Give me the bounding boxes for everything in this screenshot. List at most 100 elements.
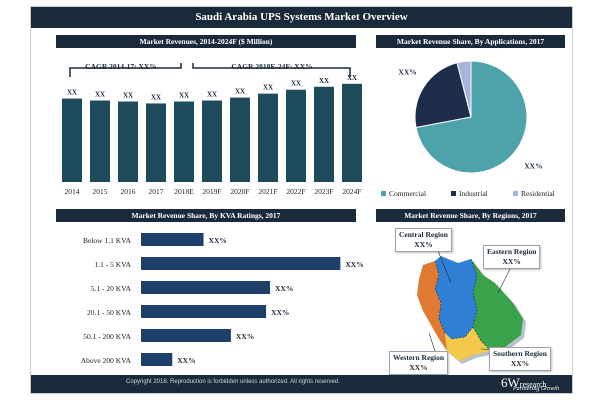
revenue-bar <box>174 101 194 182</box>
revenue-bar <box>286 89 306 182</box>
central-region-name: Central Region <box>399 230 448 239</box>
cagr-left-bracket <box>69 63 182 77</box>
revenue-bar-value: XX <box>291 80 301 88</box>
regions-panel-header: Market Revenue Share, By Regions, 2017 <box>376 209 565 222</box>
revenue-bar <box>258 93 278 182</box>
revenue-bar-value: XX <box>95 91 105 99</box>
logo-mark: 6W <box>501 375 520 390</box>
kva-bar <box>141 329 231 342</box>
logo: 6Wresearch <box>501 376 546 391</box>
kva-bar <box>141 257 341 270</box>
kva-bar-value: XX% <box>177 356 195 365</box>
central-region-value: XX% <box>414 240 433 249</box>
revenue-bar-value: XX <box>67 89 77 97</box>
logo-research: research <box>519 380 547 389</box>
western-region-value: XX% <box>409 363 428 372</box>
revenue-bar <box>90 100 110 182</box>
cagr-right-label: CAGR 2018E-24F: XX% <box>231 62 312 71</box>
legend-label-commercial: Commercial <box>389 189 426 198</box>
applications-panel-header: Market Revenue Share, By Applications, 2… <box>376 35 565 48</box>
applications-pie-chart: XX%XX%XX% CommercialIndustrialResidentia… <box>381 60 555 198</box>
western-region-shape <box>417 261 447 351</box>
pie-data-label: XX% <box>524 161 542 170</box>
revenue-bar-value: XX <box>151 93 161 101</box>
revenue-bar-value: XX <box>319 77 329 85</box>
page-title: Saudi Arabia UPS Systems Market Overview <box>31 7 572 28</box>
kva-bar <box>141 233 204 246</box>
eastern-region-name: Eastern Region <box>487 247 537 256</box>
revenue-bar-value: XX <box>263 84 273 92</box>
kva-category-label: 1.1 - 5 KVA <box>94 260 131 269</box>
kva-category-label: Above 200 KVA <box>81 356 132 365</box>
revenue-bar <box>202 100 222 182</box>
eastern-region-value: XX% <box>502 257 521 266</box>
revenue-year-label: 2018E <box>174 187 194 196</box>
revenue-bar-chart: CAGR 2014-17: XX% CAGR 2018E-24F: XX% XX… <box>62 62 362 196</box>
southern-region-shape <box>445 327 491 361</box>
legend-swatch-commercial <box>381 191 386 196</box>
legend-swatch-residential <box>513 191 518 196</box>
kva-category-label: 5.1 - 20 KVA <box>91 284 132 293</box>
revenue-year-label: 2021F <box>258 187 277 196</box>
cagr-right-bracket <box>192 63 351 77</box>
western-region-name: Western Region <box>393 353 445 362</box>
kva-category-label: 20.1 - 50 KVA <box>87 308 132 317</box>
revenue-bar <box>314 86 334 182</box>
revenue-bar <box>342 83 362 182</box>
eastern-region-shape <box>471 259 523 351</box>
footer-bar: Copyright 2018. Reproduction is forbidde… <box>31 375 572 393</box>
southern-region-name: Southern Region <box>493 349 547 358</box>
western-callout-line <box>428 332 436 352</box>
revenue-year-label: 2015 <box>93 187 108 196</box>
central-callout-line <box>437 250 452 284</box>
kva-bar-value: XX% <box>271 308 289 317</box>
revenue-bar-value: XX <box>123 91 133 99</box>
revenue-year-label: 2016 <box>121 187 136 196</box>
revenue-bar <box>118 101 138 182</box>
revenues-panel-header: Market Revenues, 2014-2024F ($ Million) <box>56 35 356 48</box>
cagr-left-label: CAGR 2014-17: XX% <box>85 62 157 71</box>
region-borders <box>434 258 492 352</box>
kva-bar-chart: Below 1.1 KVA XX% 1.1 - 5 KVA XX% 5.1 - 20 K… <box>81 233 364 366</box>
revenue-year-label: 2024F <box>342 187 361 196</box>
revenue-bar <box>62 98 82 182</box>
central-region-label: Central Region XX% <box>395 228 452 252</box>
kva-category-label: Below 1.1 KVA <box>83 236 132 245</box>
revenue-bar-value: XX <box>347 74 357 82</box>
revenue-bar <box>146 103 166 182</box>
kva-bar <box>141 281 270 294</box>
revenue-year-label: 2017 <box>149 187 164 196</box>
kva-bar <box>141 353 173 366</box>
kva-bar-value: XX% <box>236 332 254 341</box>
legend-label-industrial: Industrial <box>459 189 488 198</box>
pie-slice-residential <box>456 60 472 118</box>
pie-data-label: XX% <box>398 68 416 77</box>
revenue-year-label: 2019F <box>202 187 221 196</box>
dashboard-frame: Saudi Arabia UPS Systems Market Overview… <box>30 6 573 394</box>
western-region-label: Western Region XX% <box>389 351 449 375</box>
revenue-bar-value: XX <box>179 91 189 99</box>
kva-panel-header: Market Revenue Share, By KVA Ratings, 20… <box>56 209 356 222</box>
kva-bar-value: XX% <box>345 260 363 269</box>
saudi-region-map <box>417 250 526 364</box>
kva-category-label: 50.1 - 200 KVA <box>83 332 131 341</box>
kva-bar <box>141 305 267 318</box>
revenue-year-label: 2022F <box>286 187 305 196</box>
revenue-bar-value: XX <box>235 88 245 96</box>
revenue-bar <box>230 97 250 182</box>
revenue-bar-value: XX <box>207 91 217 99</box>
legend-swatch-industrial <box>451 191 456 196</box>
revenue-year-label: 2020F <box>230 187 249 196</box>
kva-bar-value: XX% <box>275 284 293 293</box>
copyright-text: Copyright 2018. Reproduction is forbidde… <box>126 379 340 385</box>
legend-label-residential: Residential <box>521 189 555 198</box>
logo-tagline: Partnering Growth <box>513 386 559 392</box>
southern-region-label: Southern Region XX% <box>489 347 551 371</box>
revenue-year-label: 2023F <box>314 187 333 196</box>
kva-bar-value: XX% <box>209 236 227 245</box>
eastern-region-label: Eastern Region XX% <box>483 245 541 269</box>
revenue-year-label: 2014 <box>65 187 80 196</box>
central-region-shape <box>435 256 477 339</box>
pie-slice-industrial <box>414 62 472 129</box>
southern-region-value: XX% <box>510 359 530 368</box>
